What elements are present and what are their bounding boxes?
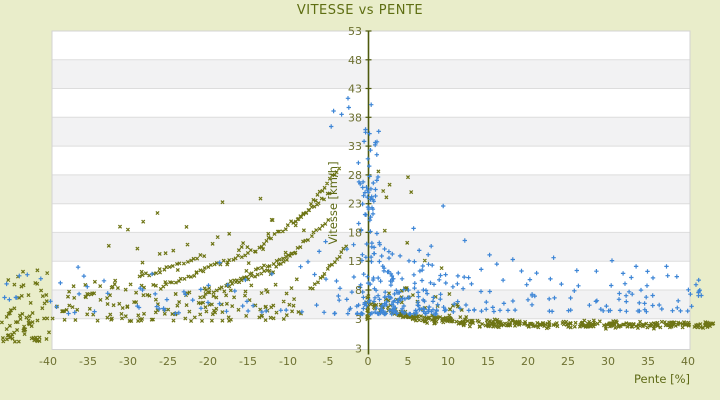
y-tick-label: 3 bbox=[355, 313, 362, 326]
x-tick-label: 10 bbox=[441, 355, 455, 368]
y-tick-label: 18 bbox=[348, 226, 362, 239]
x-tick-label: 15 bbox=[481, 355, 495, 368]
series-olive-x-markers bbox=[0, 166, 716, 344]
x-tick-label: -30 bbox=[119, 355, 137, 368]
x-tick-label: 40 bbox=[681, 355, 695, 368]
y-axis-title: Vitesse [km/h] bbox=[326, 161, 340, 245]
y-tick-label: 38 bbox=[348, 111, 362, 124]
x-tick-label: 5 bbox=[405, 355, 412, 368]
x-tick-label: -5 bbox=[323, 355, 334, 368]
x-tick-label: 25 bbox=[561, 355, 575, 368]
y-tick-label: 33 bbox=[348, 140, 362, 153]
x-tick-label: -40 bbox=[39, 355, 57, 368]
series-blue-plus-markers bbox=[2, 96, 704, 317]
y-tick-label: 13 bbox=[348, 255, 362, 268]
chart-title: VITESSE vs PENTE bbox=[296, 3, 424, 18]
y-tick-label: 3 bbox=[355, 343, 362, 356]
y-tick-label: 8 bbox=[355, 284, 362, 297]
x-tick-label: -15 bbox=[239, 355, 257, 368]
y-tick-label: 28 bbox=[348, 169, 362, 182]
y-tick-label: 43 bbox=[348, 83, 362, 96]
x-tick-label: -10 bbox=[279, 355, 297, 368]
y-tick-label: 53 bbox=[348, 25, 362, 38]
y-tick-label: 48 bbox=[348, 54, 362, 67]
plot-band bbox=[52, 59, 690, 89]
x-tick-label: -25 bbox=[159, 355, 177, 368]
x-tick-label: 20 bbox=[521, 355, 535, 368]
x-tick-label: 30 bbox=[601, 355, 615, 368]
plot-band bbox=[52, 117, 690, 147]
x-axis-title: Pente [%] bbox=[633, 372, 690, 386]
plot-band bbox=[52, 31, 690, 60]
x-tick-label: -35 bbox=[79, 355, 97, 368]
x-tick-label: -20 bbox=[199, 355, 217, 368]
x-tick-label: 35 bbox=[641, 355, 655, 368]
plot-band bbox=[52, 261, 690, 290]
y-tick-label: 23 bbox=[348, 198, 362, 211]
x-tick-label: 0 bbox=[365, 355, 372, 368]
